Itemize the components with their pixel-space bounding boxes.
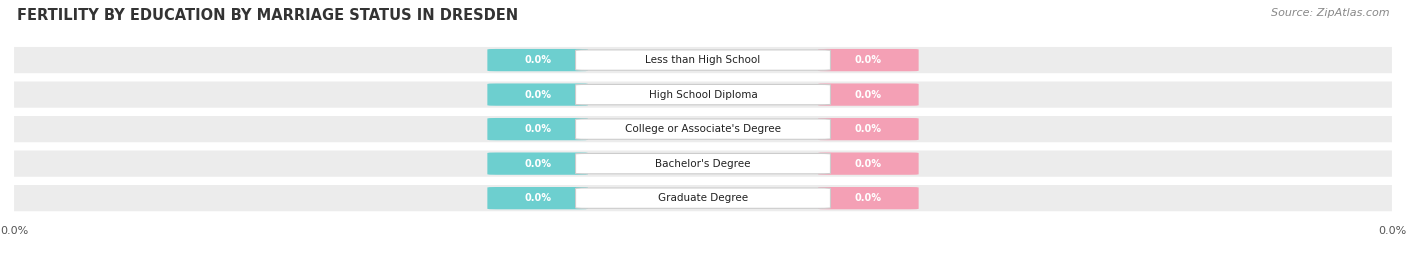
FancyBboxPatch shape <box>14 82 1392 108</box>
FancyBboxPatch shape <box>488 153 588 175</box>
Text: 0.0%: 0.0% <box>855 193 882 203</box>
Text: 0.0%: 0.0% <box>524 193 551 203</box>
FancyBboxPatch shape <box>818 153 918 175</box>
Text: 0.0%: 0.0% <box>524 159 551 169</box>
Text: FERTILITY BY EDUCATION BY MARRIAGE STATUS IN DRESDEN: FERTILITY BY EDUCATION BY MARRIAGE STATU… <box>17 8 517 23</box>
Text: 0.0%: 0.0% <box>855 55 882 65</box>
FancyBboxPatch shape <box>488 118 588 140</box>
Text: 0.0%: 0.0% <box>524 90 551 100</box>
FancyBboxPatch shape <box>818 187 918 209</box>
Text: Graduate Degree: Graduate Degree <box>658 193 748 203</box>
Text: 0.0%: 0.0% <box>855 124 882 134</box>
Text: 0.0%: 0.0% <box>855 159 882 169</box>
FancyBboxPatch shape <box>818 49 918 71</box>
Text: College or Associate's Degree: College or Associate's Degree <box>626 124 780 134</box>
FancyBboxPatch shape <box>14 151 1392 177</box>
FancyBboxPatch shape <box>14 116 1392 142</box>
FancyBboxPatch shape <box>14 185 1392 211</box>
Text: Less than High School: Less than High School <box>645 55 761 65</box>
Text: 0.0%: 0.0% <box>855 90 882 100</box>
FancyBboxPatch shape <box>575 188 831 208</box>
FancyBboxPatch shape <box>818 83 918 106</box>
Text: High School Diploma: High School Diploma <box>648 90 758 100</box>
FancyBboxPatch shape <box>488 49 588 71</box>
FancyBboxPatch shape <box>818 118 918 140</box>
FancyBboxPatch shape <box>575 50 831 70</box>
FancyBboxPatch shape <box>14 47 1392 73</box>
Text: Source: ZipAtlas.com: Source: ZipAtlas.com <box>1271 8 1389 18</box>
Text: 0.0%: 0.0% <box>524 124 551 134</box>
FancyBboxPatch shape <box>575 119 831 139</box>
FancyBboxPatch shape <box>575 153 831 174</box>
Text: 0.0%: 0.0% <box>524 55 551 65</box>
FancyBboxPatch shape <box>575 84 831 105</box>
Text: Bachelor's Degree: Bachelor's Degree <box>655 159 751 169</box>
FancyBboxPatch shape <box>488 83 588 106</box>
FancyBboxPatch shape <box>488 187 588 209</box>
